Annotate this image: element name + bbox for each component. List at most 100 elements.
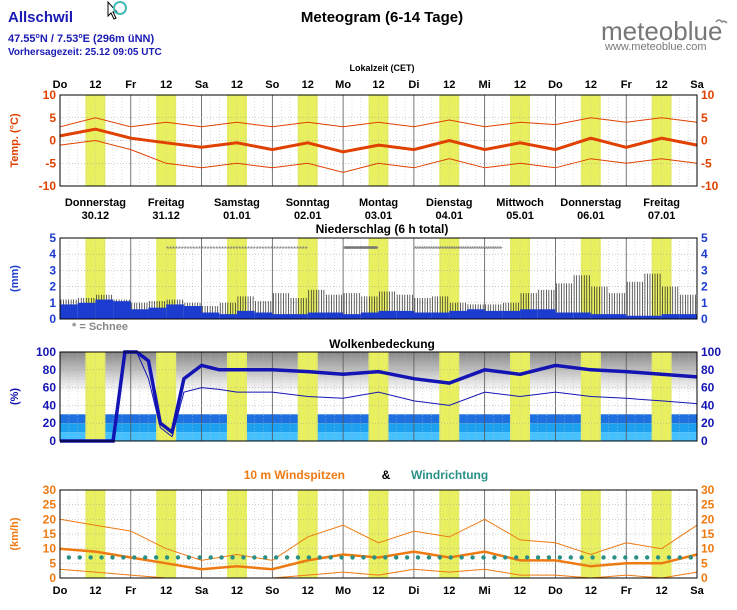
precip-bar [166, 304, 184, 319]
time-tick-bottom: Sa [195, 585, 209, 597]
cloud-tick-right: 100 [701, 345, 721, 359]
day-name: Freitag [643, 197, 680, 209]
coord-lat: 47.55 [8, 33, 36, 45]
brand-url: www.meteoblue.com [604, 41, 707, 53]
wind-direction-dot [361, 555, 366, 560]
wind-direction-dot [579, 555, 584, 560]
wind-tick-left: 10 [43, 542, 57, 556]
wind-direction-dot [524, 555, 530, 560]
wind-direction-dot [121, 555, 126, 560]
day-name: Montag [359, 197, 398, 209]
wind-direction-dot [492, 555, 497, 560]
cloud-tick-right: 40 [701, 398, 715, 412]
wind-direction-dot [601, 555, 606, 560]
wind-direction-dot [208, 555, 213, 560]
time-tick-top: Mo [335, 79, 351, 91]
precip-bar [484, 310, 503, 319]
precip-bar [590, 314, 609, 319]
temp-tick-left: -5 [45, 156, 56, 170]
cloud-tick-left: 40 [43, 398, 57, 412]
precip-bar [537, 309, 556, 319]
time-tick-bottom: 12 [231, 585, 243, 597]
cloud-tick-left: 80 [43, 363, 57, 377]
wind-direction-dot [459, 555, 464, 560]
wind-direction-dot [655, 555, 661, 560]
page-title: Meteogram (6-14 Tage) [301, 9, 463, 26]
time-tick-bottom: Fr [621, 585, 633, 597]
wind-direction-dot [568, 555, 573, 560]
day-date: 06.01 [577, 210, 605, 222]
time-tick-top: 12 [372, 79, 384, 91]
wind-direction-dot [295, 555, 301, 560]
precip-bar [60, 304, 78, 319]
day-date: 02.01 [294, 210, 322, 222]
wind-direction-dot [437, 555, 443, 560]
precip-tick-left: 1 [49, 296, 56, 310]
day-band [439, 238, 460, 319]
precip-bar [201, 312, 220, 319]
wind-title-amp: & [382, 468, 391, 482]
precip-bar [679, 314, 697, 319]
time-tick-bottom: Do [548, 585, 563, 597]
temp-tick-left: 10 [43, 88, 57, 102]
time-tick-top: Sa [690, 79, 704, 91]
wind-direction-dot [383, 555, 388, 560]
precip-tick-right: 1 [701, 296, 708, 310]
day-band [85, 352, 106, 441]
wind-direction-dot [612, 555, 617, 560]
precip-bar [148, 307, 167, 319]
brand-name: meteoblue [601, 16, 722, 46]
temp-lower-line [59, 139, 698, 173]
precip-bar [608, 314, 627, 319]
day-name: Mittwoch [496, 197, 544, 209]
temp-upper-line [59, 117, 698, 128]
wind-tick-right: 15 [701, 527, 715, 541]
temp-tick-right: 5 [701, 111, 708, 125]
wind-tick-right: 20 [701, 512, 715, 526]
time-tick-bottom: 12 [372, 585, 384, 597]
snow-marker: ****************************************… [343, 245, 378, 254]
forecast-time: Vorhersagezeit: 25.12 09:05 UTC [8, 47, 162, 58]
wind-upper-line [59, 518, 698, 561]
location-title: Allschwil [8, 9, 73, 26]
precip-bar [555, 312, 574, 319]
cloud-tick-left: 100 [36, 345, 56, 359]
wind-direction-dot [634, 555, 639, 560]
wind-tick-left: 15 [43, 527, 57, 541]
day-name: Sonntag [286, 197, 330, 209]
coord-alt: (296m üNN) [90, 33, 155, 45]
precip-axis-label: (mm) [9, 265, 21, 292]
wind-direction-dot [503, 555, 508, 560]
cloud-tick-left: 0 [49, 434, 56, 448]
wind-tick-left: 25 [43, 498, 57, 512]
wind-direction-dot [219, 555, 224, 560]
wind-direction-dot [88, 555, 93, 560]
wind-direction-dot [404, 555, 410, 560]
wind-axis-label: (km/h) [9, 517, 21, 550]
time-tick-bottom: 12 [160, 585, 172, 597]
wind-tick-left: 5 [49, 556, 56, 570]
wind-direction-dot [317, 555, 323, 560]
wind-tick-left: 30 [43, 483, 57, 497]
wind-direction-dot [481, 555, 486, 560]
day-band [226, 352, 247, 441]
wind-direction-dot [153, 555, 159, 560]
precip-bar [661, 314, 680, 319]
wind-direction-dot [415, 555, 421, 560]
precip-bar [466, 309, 485, 319]
precip-bar [643, 315, 662, 319]
precip-bar [431, 312, 450, 319]
temp-tick-left: -10 [39, 179, 57, 193]
precip-bar [307, 312, 326, 319]
coord-lat-dir: N [40, 33, 48, 45]
day-date: 07.01 [648, 210, 676, 222]
day-name: Dienstag [426, 197, 472, 209]
plot-frame-wind [59, 489, 698, 579]
precip-bar [573, 312, 591, 319]
day-date: 31.12 [152, 210, 180, 222]
wind-tick-right: 5 [701, 556, 708, 570]
precip-bar [183, 306, 202, 319]
cloud-axis-label: (%) [9, 388, 21, 405]
day-date: 05.01 [506, 210, 534, 222]
wind-direction-dot [306, 555, 312, 560]
